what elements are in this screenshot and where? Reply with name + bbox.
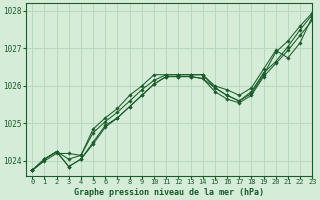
X-axis label: Graphe pression niveau de la mer (hPa): Graphe pression niveau de la mer (hPa) xyxy=(74,188,264,197)
